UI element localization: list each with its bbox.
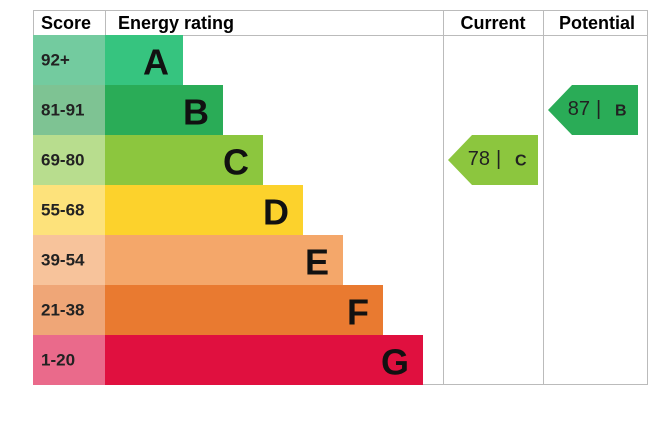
header-score: Score — [41, 13, 91, 33]
rating-bar — [105, 235, 343, 285]
rating-bar — [105, 335, 423, 385]
score-cell — [33, 285, 105, 335]
band-letter: D — [263, 192, 289, 233]
potential-value: 87 — [568, 98, 590, 120]
score-label: 39-54 — [41, 251, 85, 270]
band-letter: A — [143, 42, 169, 83]
band-letter: F — [347, 292, 369, 333]
current-band: C — [515, 153, 527, 170]
score-cell — [33, 85, 105, 135]
rating-bar — [105, 185, 303, 235]
score-cell — [33, 235, 105, 285]
header-rating: Energy rating — [118, 13, 234, 33]
score-label: 1-20 — [41, 351, 75, 370]
band-letter: B — [183, 92, 209, 133]
rating-bar — [105, 35, 183, 85]
rating-bar — [105, 85, 223, 135]
current-value: 78 — [468, 148, 490, 170]
potential-band: B — [615, 103, 627, 120]
header-potential: Potential — [559, 13, 635, 33]
potential-separator: | — [596, 98, 601, 120]
score-label: 69-80 — [41, 151, 84, 170]
score-cell — [33, 335, 105, 385]
current-arrow — [448, 135, 538, 185]
score-label: 55-68 — [41, 201, 84, 220]
band-letter: G — [381, 342, 409, 383]
potential-arrow — [548, 85, 638, 135]
rating-bar — [105, 135, 263, 185]
header-current: Current — [460, 13, 525, 33]
score-cell — [33, 35, 105, 85]
score-cell — [33, 185, 105, 235]
rating-bar — [105, 285, 383, 335]
band-letter: E — [305, 242, 329, 283]
score-label: 21-38 — [41, 301, 84, 320]
score-cell — [33, 135, 105, 185]
band-letter: C — [223, 142, 249, 183]
score-label: 81-91 — [41, 101, 84, 120]
score-label: 92+ — [41, 51, 70, 70]
current-separator: | — [496, 148, 501, 170]
